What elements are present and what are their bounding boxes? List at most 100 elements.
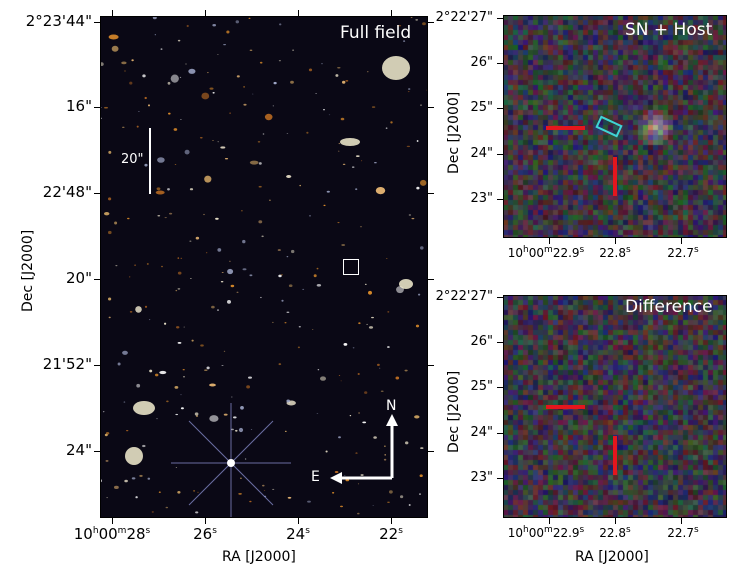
galaxy	[367, 71, 369, 73]
galaxy	[323, 204, 326, 207]
galaxy	[257, 141, 261, 143]
galaxy	[375, 187, 386, 195]
galaxy	[123, 401, 126, 403]
galaxy	[195, 236, 200, 240]
galaxy	[177, 288, 181, 290]
galaxy	[246, 385, 251, 389]
galaxy	[258, 220, 263, 224]
galaxy	[144, 96, 147, 100]
galaxy	[334, 471, 339, 473]
compass-north-label: N	[386, 398, 397, 414]
galaxy	[364, 283, 367, 285]
galaxy	[252, 93, 254, 95]
ytick-mark	[497, 297, 503, 298]
galaxy	[243, 103, 247, 106]
galaxy	[183, 376, 185, 378]
xtick-mark	[681, 238, 682, 244]
galaxy	[355, 188, 358, 191]
galaxy	[206, 252, 208, 254]
galaxy	[104, 433, 108, 437]
galaxy	[161, 265, 163, 268]
galaxy	[288, 284, 293, 288]
ytick-label: 25"	[470, 379, 493, 394]
galaxy	[114, 485, 119, 489]
galaxy	[335, 74, 339, 77]
galaxy	[357, 373, 360, 375]
galaxy	[231, 396, 233, 398]
galaxy	[186, 24, 189, 28]
galaxy	[156, 418, 158, 420]
galaxy	[242, 268, 247, 271]
galaxy	[244, 458, 247, 460]
galaxy	[183, 326, 185, 328]
galaxy	[146, 263, 149, 265]
galaxy	[411, 217, 415, 220]
galaxy	[236, 291, 239, 293]
galaxy	[320, 376, 326, 381]
galaxy	[156, 187, 161, 191]
bright-galaxy	[340, 138, 360, 146]
galaxy	[398, 25, 402, 27]
galaxy	[242, 239, 246, 244]
galaxy	[419, 474, 423, 478]
galaxy	[368, 290, 372, 295]
galaxy	[195, 415, 199, 417]
galaxy	[420, 179, 427, 186]
galaxy	[207, 72, 209, 74]
difference-noise	[503, 295, 727, 518]
galaxy	[105, 460, 109, 462]
galaxy	[122, 126, 125, 128]
galaxy	[309, 215, 311, 217]
galaxy	[269, 199, 271, 201]
galaxy	[248, 376, 252, 379]
ytick-label: 26"	[470, 55, 493, 70]
galaxy	[390, 121, 393, 124]
full-field-title: Full field	[340, 23, 412, 43]
galaxy	[104, 106, 108, 109]
galaxy	[134, 264, 136, 266]
galaxy	[236, 75, 240, 78]
xtick-mark-top	[298, 10, 299, 16]
sn-location-box	[343, 259, 359, 275]
galaxy	[168, 112, 171, 115]
galaxy	[316, 413, 319, 414]
galaxy	[148, 319, 151, 321]
sn-host-title: SN + Host	[625, 20, 713, 40]
galaxy	[121, 61, 127, 65]
xtick-label-first: 10h00m22.9s	[507, 525, 585, 540]
galaxy	[286, 399, 290, 403]
galaxy	[127, 217, 130, 220]
galaxy	[262, 484, 265, 487]
galaxy	[284, 322, 287, 324]
galaxy	[249, 274, 253, 277]
difference-title: Difference	[625, 297, 713, 317]
galaxy	[278, 274, 282, 278]
galaxy	[221, 365, 224, 366]
galaxy	[102, 411, 105, 413]
galaxy	[273, 81, 277, 85]
xtick-label: 22.8s	[599, 245, 631, 260]
galaxy	[204, 175, 212, 183]
galaxy	[157, 215, 161, 217]
galaxy	[259, 61, 263, 64]
galaxy	[229, 112, 231, 114]
compass-east-label: E	[311, 469, 320, 485]
xtick-mark	[681, 518, 682, 524]
galaxy	[220, 146, 226, 149]
galaxy	[217, 141, 219, 143]
galaxy	[100, 62, 104, 66]
sn-marker-vertical	[613, 157, 617, 196]
galaxy	[138, 111, 140, 112]
galaxy	[272, 321, 274, 323]
galaxy	[420, 104, 422, 106]
galaxy	[343, 343, 348, 346]
ytick-mark	[497, 433, 503, 434]
ytick-mark	[497, 18, 503, 19]
galaxy	[416, 140, 419, 142]
galaxy	[341, 244, 346, 246]
galaxy	[373, 436, 377, 439]
ytick-mark	[497, 63, 503, 64]
xtick-mark	[391, 518, 392, 524]
galaxy	[410, 16, 413, 18]
galaxy	[328, 114, 331, 116]
